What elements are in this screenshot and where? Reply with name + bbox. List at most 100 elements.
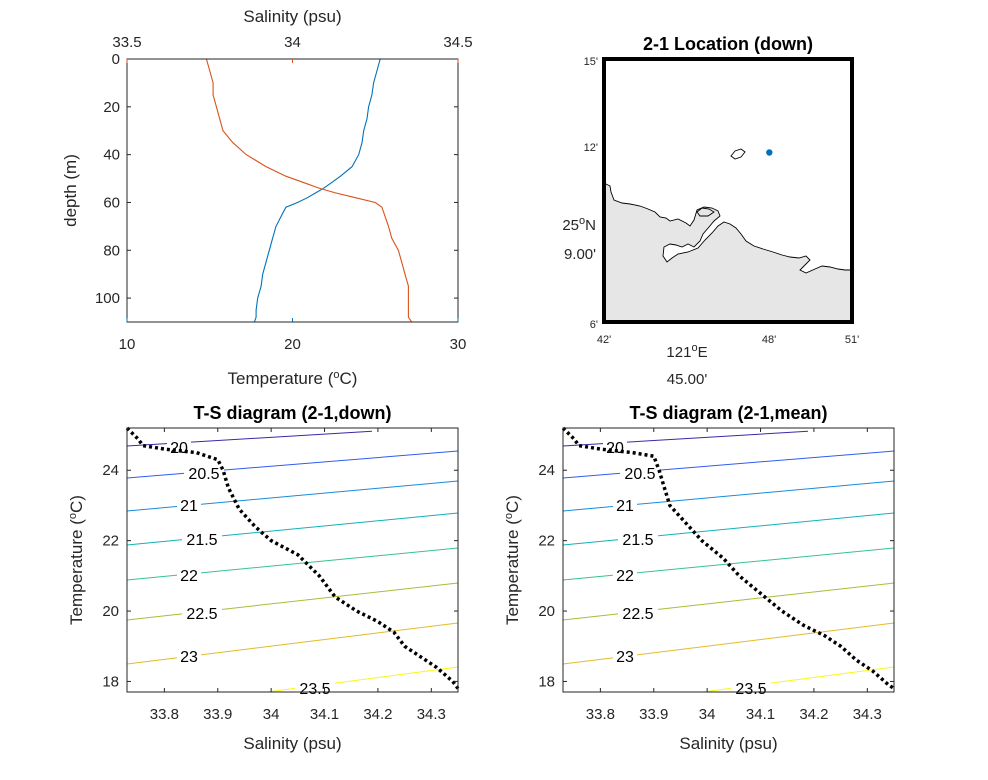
temperature-tick-label: 10	[119, 336, 136, 353]
x-axis-label: Salinity (psu)	[679, 734, 777, 753]
density-contour-label-bg	[618, 604, 658, 622]
x-tick-label: 33.9	[639, 706, 668, 723]
x-axis-label: Salinity (psu)	[243, 734, 341, 753]
x-tick-label: 34.2	[363, 706, 392, 723]
x-tick-label: 34.2	[799, 706, 828, 723]
y-tick-label: 80	[103, 242, 120, 259]
salinity-profile-line	[205, 58, 413, 323]
ts-curve	[561, 426, 895, 690]
ts-axes-box	[126, 427, 459, 693]
map-graticule-tick	[767, 320, 772, 324]
lon-tick-label: 48'	[762, 334, 776, 346]
x-tick-label: 34	[263, 706, 280, 723]
map-graticule-tick	[850, 232, 854, 237]
density-contour-label: 22.5	[622, 606, 653, 623]
salinity-axis-label: Salinity (psu)	[243, 7, 341, 26]
map-graticule-tick	[602, 232, 606, 237]
map-frame	[602, 57, 854, 324]
density-contour-label: 20.5	[188, 466, 219, 483]
y-tick-label: 24	[538, 462, 555, 479]
ts-title: T-S diagram (2-1,down)	[193, 403, 391, 423]
y-tick-label: 0	[112, 51, 120, 68]
map-graticule-tick	[602, 57, 606, 61]
station-marker	[766, 149, 773, 156]
land-area	[604, 183, 852, 322]
density-contour-label-bg	[613, 496, 637, 514]
density-contour-line	[562, 582, 895, 621]
profile-axes-box	[126, 58, 459, 323]
y-axis-label: Temperature (oC)	[503, 495, 522, 625]
ts-axes-box	[562, 427, 895, 693]
density-contour-line	[562, 430, 809, 447]
density-contour-label: 22.5	[186, 606, 217, 623]
density-contour-label-bg	[182, 530, 222, 548]
salinity-tick-label: 34.5	[443, 34, 472, 51]
y-tick-label: 100	[95, 290, 120, 307]
x-tick-label: 34.1	[746, 706, 775, 723]
ts-title: T-S diagram (2-1,mean)	[629, 403, 827, 423]
temperature-axis-label: Temperature (oC)	[228, 369, 358, 388]
lat-tick-label: 6'	[590, 319, 598, 331]
density-contour-label: 20	[606, 440, 624, 457]
lat-tick-label: 15'	[584, 56, 598, 68]
temperature-profile-line	[253, 58, 381, 323]
x-tick-label: 33.8	[150, 706, 179, 723]
map-graticule-tick	[602, 144, 606, 149]
y-tick-label: 18	[538, 673, 555, 690]
density-contour-label-bg	[177, 566, 201, 584]
temperature-tick-label: 20	[284, 336, 301, 353]
longitude-label: 121oE	[666, 342, 707, 361]
y-tick-label: 20	[103, 99, 120, 116]
y-tick-label: 60	[103, 194, 120, 211]
map-graticule-tick	[850, 320, 854, 324]
profile-panel: 0 20 40 60 80 100 10 20 30 33.5 34 34.5 Temperature …	[61, 7, 473, 388]
density-contour-label: 22	[180, 568, 198, 585]
y-tick-label: 20	[538, 603, 555, 620]
x-tick-label: 34.1	[310, 706, 339, 723]
x-tick-label: 33.9	[203, 706, 232, 723]
density-contour-line	[126, 622, 459, 665]
density-contour-line	[562, 450, 895, 479]
island-north	[730, 148, 746, 160]
map-panel: 42' 45.00' 48' 51' 121oE 6' 9.00' 12' 15' 25oN 2-1…	[562, 34, 859, 388]
coastline	[603, 182, 852, 274]
lon-tick-label: 51'	[845, 334, 859, 346]
density-contour-label-bg	[613, 566, 637, 584]
y-tick-label: 40	[103, 147, 120, 164]
x-tick-label: 34.3	[417, 706, 446, 723]
density-contour-label: 20.5	[624, 466, 655, 483]
density-contour-label: 21.5	[186, 532, 217, 549]
density-contour-label: 21.5	[622, 532, 653, 549]
map-graticule-tick	[684, 320, 689, 324]
density-contour-label: 21	[180, 498, 198, 515]
y-tick-label: 20	[102, 603, 119, 620]
density-contour-label-bg	[182, 604, 222, 622]
map-title: 2-1 Location (down)	[643, 34, 813, 54]
density-contour-label-bg	[613, 647, 637, 665]
density-contour-label-bg	[618, 530, 658, 548]
density-contour-label: 23	[180, 649, 198, 666]
salinity-tick-label: 34	[284, 34, 301, 51]
lat-tick-label: 12'	[584, 142, 598, 154]
density-contour-label: 20	[170, 440, 188, 457]
density-contour-line	[126, 450, 459, 479]
density-contour-line	[126, 582, 459, 621]
lon-tick-label: 42'	[597, 334, 611, 346]
y-tick-label: 22	[538, 533, 555, 550]
x-tick-label: 34	[699, 706, 716, 723]
y-tick-label: 24	[102, 462, 119, 479]
x-tick-label: 33.8	[586, 706, 615, 723]
density-contour-line	[126, 480, 459, 512]
y-tick-label: 18	[102, 673, 119, 690]
y-axis-label: Temperature (oC)	[67, 495, 86, 625]
density-contour-label: 22	[616, 568, 634, 585]
density-contour-label: 23.5	[299, 681, 330, 698]
temperature-tick-label: 30	[450, 336, 467, 353]
density-contour-line	[562, 480, 895, 512]
latitude-label: 25oN	[562, 215, 596, 234]
map-graticule-tick	[850, 57, 854, 61]
